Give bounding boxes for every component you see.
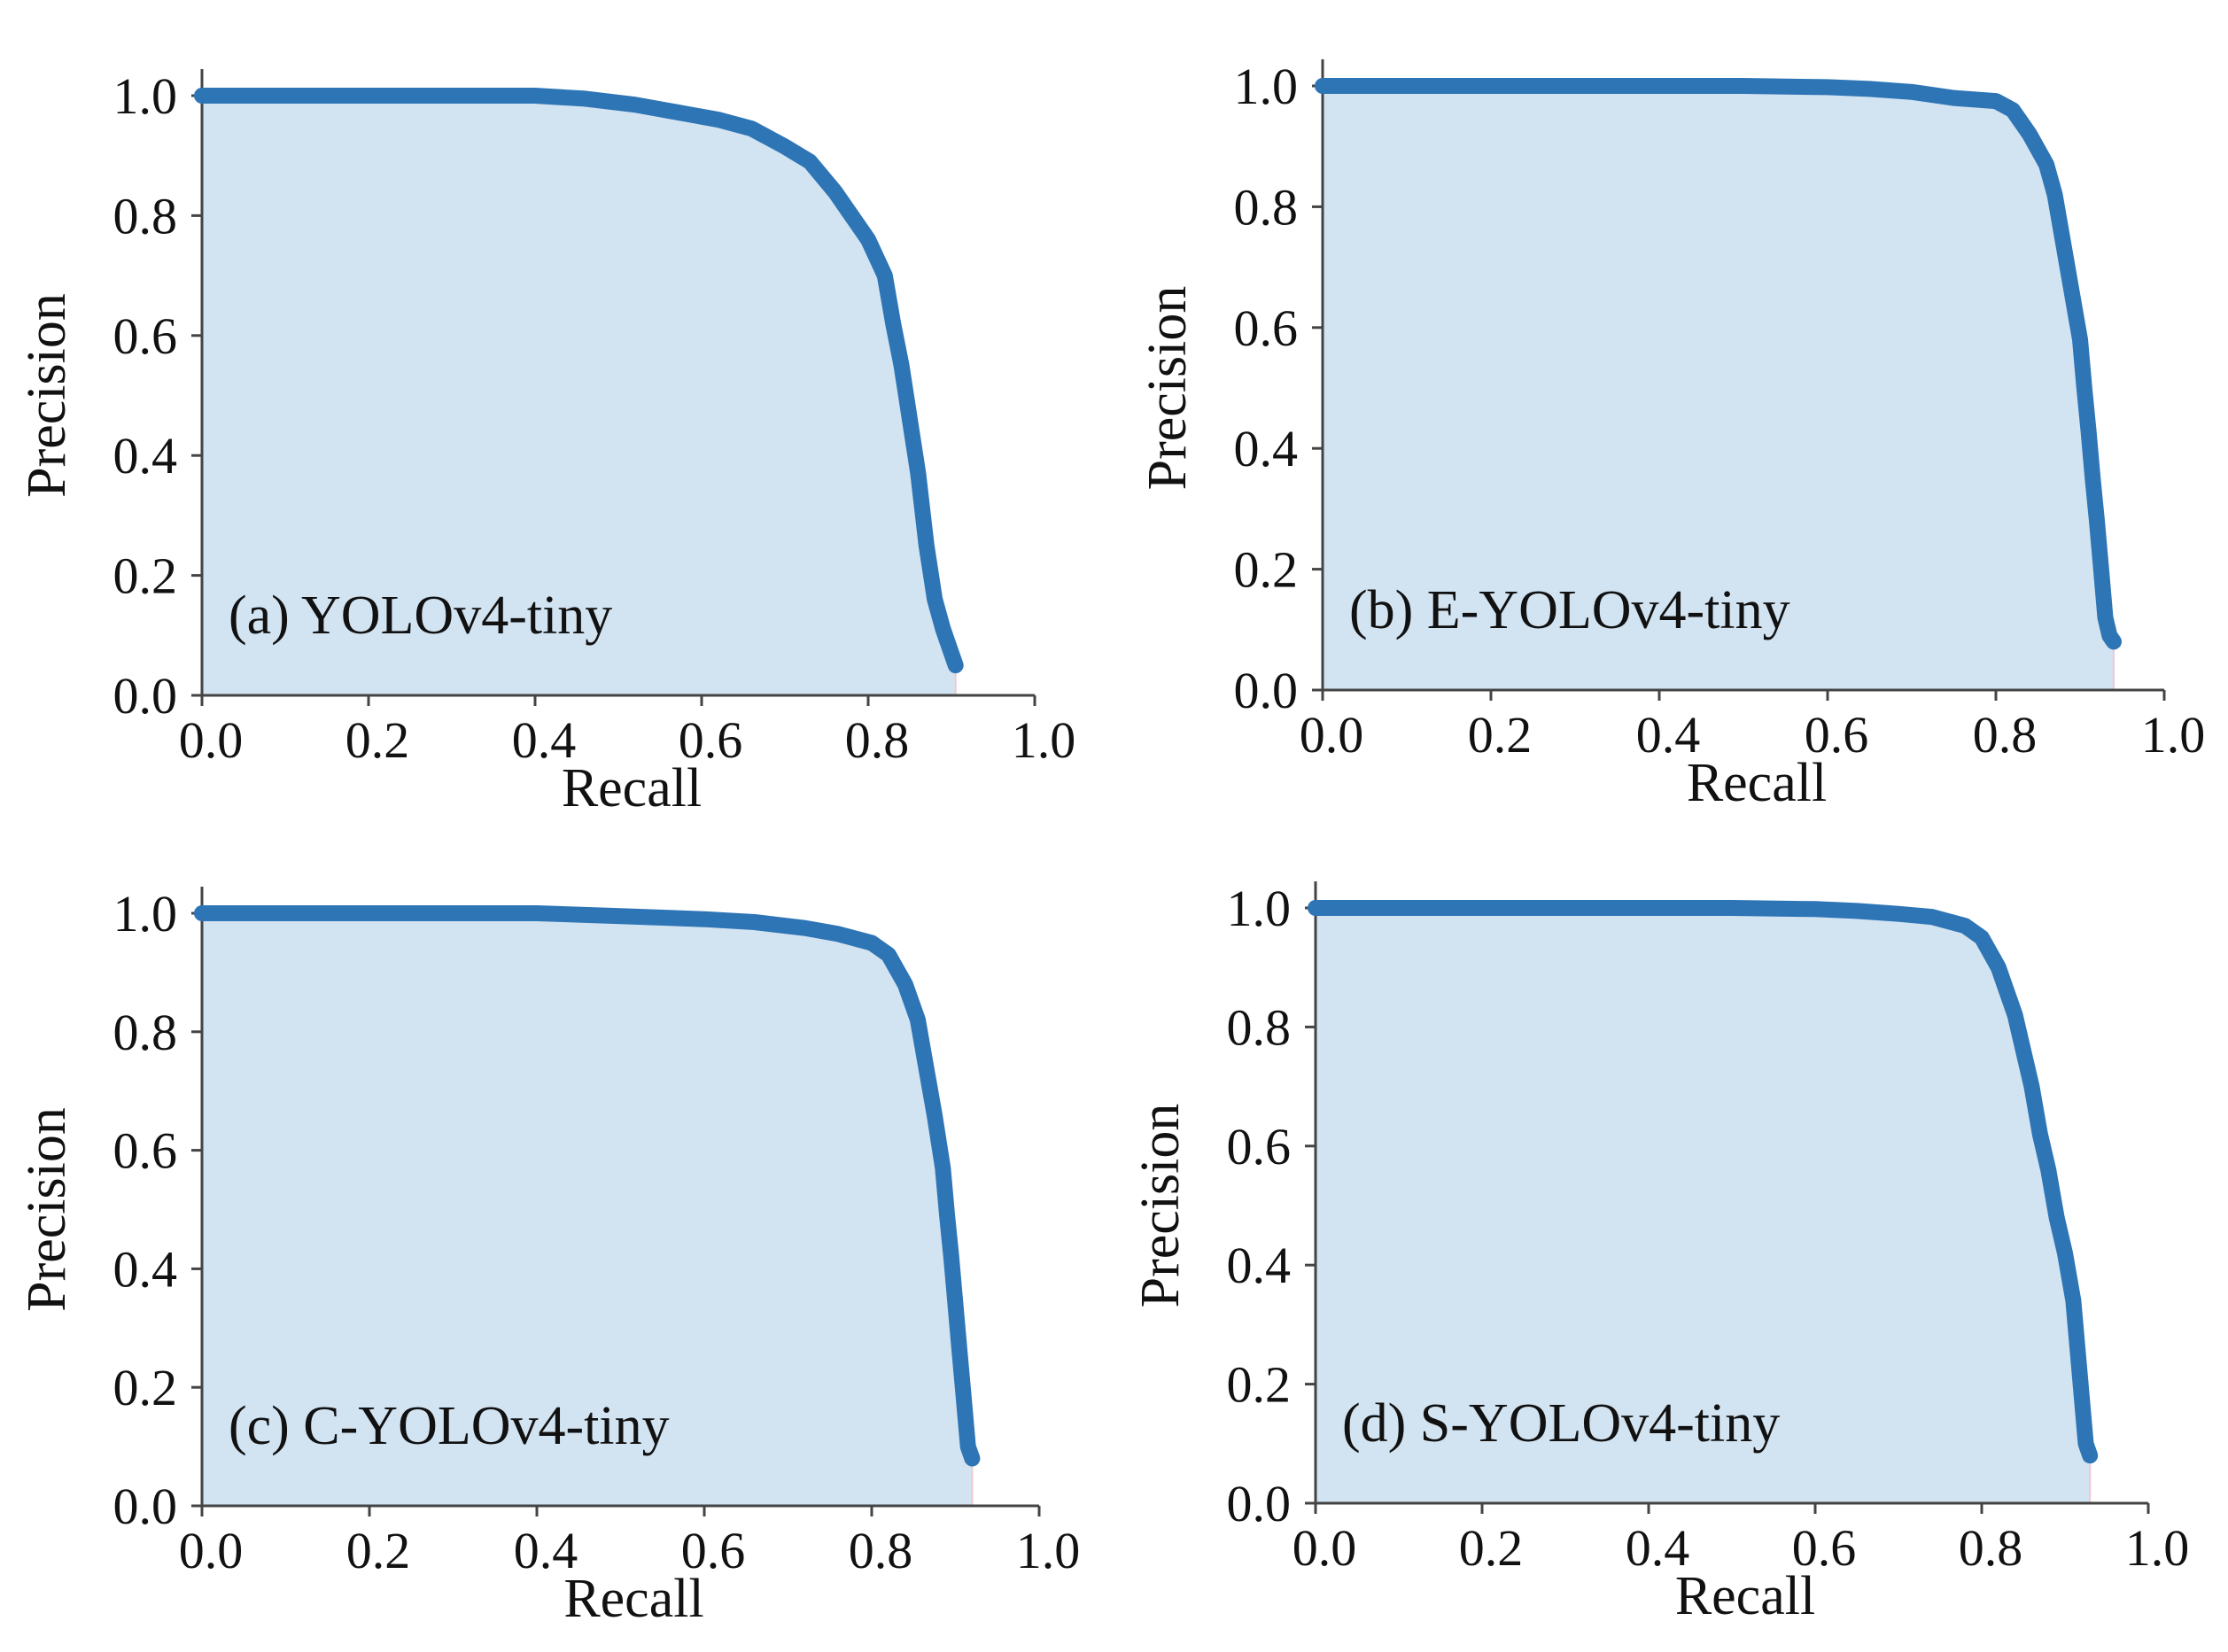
panel-label: (d) S-YOLOv4-tiny bbox=[1342, 1393, 1780, 1454]
x-tick-label: 0.0 bbox=[1300, 706, 1364, 764]
x-tick-label: 0.6 bbox=[681, 1522, 746, 1579]
x-tick-label: 0.2 bbox=[345, 711, 410, 769]
y-tick-label: 0.4 bbox=[1227, 1237, 1292, 1294]
x-tick-label: 1.0 bbox=[2125, 1519, 2190, 1577]
y-tick-label: 0.2 bbox=[1234, 541, 1299, 599]
x-axis-title: Recall bbox=[563, 1569, 703, 1629]
x-tick-label: 0.8 bbox=[1973, 706, 2038, 764]
pr-curve-line bbox=[1308, 900, 2099, 1464]
x-axis-title: Recall bbox=[1687, 753, 1827, 813]
x-tick-label: 0.4 bbox=[1636, 706, 1701, 764]
x-tick-label: 0.8 bbox=[845, 711, 910, 769]
x-tick-label: 0.4 bbox=[512, 711, 577, 769]
y-axis-title: Precision bbox=[17, 293, 77, 498]
x-tick-label: 0.0 bbox=[179, 711, 244, 769]
y-tick-label: 1.0 bbox=[113, 885, 178, 942]
y-axis-title: Precision bbox=[17, 1107, 77, 1312]
x-axis-title: Recall bbox=[562, 758, 702, 818]
x-tick-label: 0.0 bbox=[1293, 1519, 1357, 1577]
x-tick-label: 1.0 bbox=[1012, 711, 1076, 769]
panel-label: (c) C-YOLOv4-tiny bbox=[229, 1396, 670, 1456]
x-tick-label: 0.2 bbox=[346, 1522, 411, 1579]
x-tick-label: 1.0 bbox=[2141, 706, 2206, 764]
pr-area-fill bbox=[1316, 908, 2091, 1503]
y-tick-label: 0.8 bbox=[113, 1004, 178, 1061]
y-axis-title: Precision bbox=[1130, 1104, 1191, 1308]
y-tick-label: 0.0 bbox=[113, 667, 178, 725]
y-tick-label: 0.0 bbox=[1227, 1475, 1292, 1532]
panel-label: (a) YOLOv4-tiny bbox=[229, 586, 612, 646]
y-tick-label: 0.0 bbox=[1234, 662, 1299, 719]
pr-panel-0: 0.0 0.2 0.4 0.6 0.8 1.0 0.0 0.2 0.4 0.6 0.8 1.0 Reca… bbox=[17, 67, 1075, 818]
x-tick-label: 0.6 bbox=[1805, 706, 1869, 764]
y-tick-label: 0.4 bbox=[113, 1240, 178, 1298]
y-tick-label: 0.6 bbox=[113, 307, 178, 365]
x-tick-label: 0.8 bbox=[849, 1522, 913, 1579]
pr-area-fill bbox=[202, 913, 973, 1506]
y-tick-label: 0.4 bbox=[1234, 420, 1299, 477]
pr-panel-3: 0.0 0.2 0.4 0.6 0.8 1.0 0.0 0.2 0.4 0.6 0.8 1.0 Reca… bbox=[1130, 880, 2189, 1626]
y-tick-label: 0.6 bbox=[1234, 299, 1299, 357]
pr-curve-line bbox=[194, 88, 964, 674]
y-tick-label: 1.0 bbox=[1227, 880, 1292, 937]
y-tick-label: 0.2 bbox=[113, 547, 178, 605]
y-tick-label: 0.6 bbox=[113, 1122, 178, 1180]
x-tick-label: 0.8 bbox=[1959, 1519, 2023, 1577]
y-tick-label: 0.6 bbox=[1227, 1118, 1292, 1175]
x-tick-label: 1.0 bbox=[1016, 1522, 1081, 1579]
pr-panel-2: 0.0 0.2 0.4 0.6 0.8 1.0 0.0 0.2 0.4 0.6 0.8 1.0 Reca… bbox=[17, 885, 1080, 1629]
x-tick-label: 0.2 bbox=[1459, 1519, 1524, 1577]
y-tick-label: 1.0 bbox=[113, 67, 178, 125]
x-tick-label: 0.6 bbox=[679, 711, 743, 769]
x-axis-title: Recall bbox=[1675, 1566, 1815, 1626]
x-tick-label: 0.4 bbox=[1626, 1519, 1690, 1577]
y-tick-label: 0.8 bbox=[1234, 178, 1299, 236]
pr-area-fill bbox=[202, 96, 956, 695]
x-tick-label: 0.0 bbox=[179, 1522, 244, 1579]
y-tick-label: 1.0 bbox=[1234, 58, 1299, 115]
pr-area-fill bbox=[1323, 86, 2114, 690]
y-tick-label: 0.8 bbox=[113, 187, 178, 244]
x-tick-label: 0.6 bbox=[1792, 1519, 1857, 1577]
panel-label: (b) E-YOLOv4-tiny bbox=[1349, 580, 1790, 640]
y-tick-label: 0.4 bbox=[113, 427, 178, 485]
x-tick-label: 0.4 bbox=[514, 1522, 578, 1579]
y-tick-label: 0.2 bbox=[113, 1359, 178, 1416]
pr-curve-line bbox=[194, 905, 981, 1467]
y-axis-title: Precision bbox=[1137, 286, 1198, 491]
pr-curve-line bbox=[1315, 78, 2122, 650]
y-tick-label: 0.0 bbox=[113, 1477, 178, 1535]
x-tick-label: 0.2 bbox=[1468, 706, 1533, 764]
y-tick-label: 0.2 bbox=[1227, 1356, 1292, 1414]
y-tick-label: 0.8 bbox=[1227, 998, 1292, 1056]
pr-panel-1: 0.0 0.2 0.4 0.6 0.8 1.0 0.0 0.2 0.4 0.6 0.8 1.0 Reca… bbox=[1137, 58, 2205, 813]
